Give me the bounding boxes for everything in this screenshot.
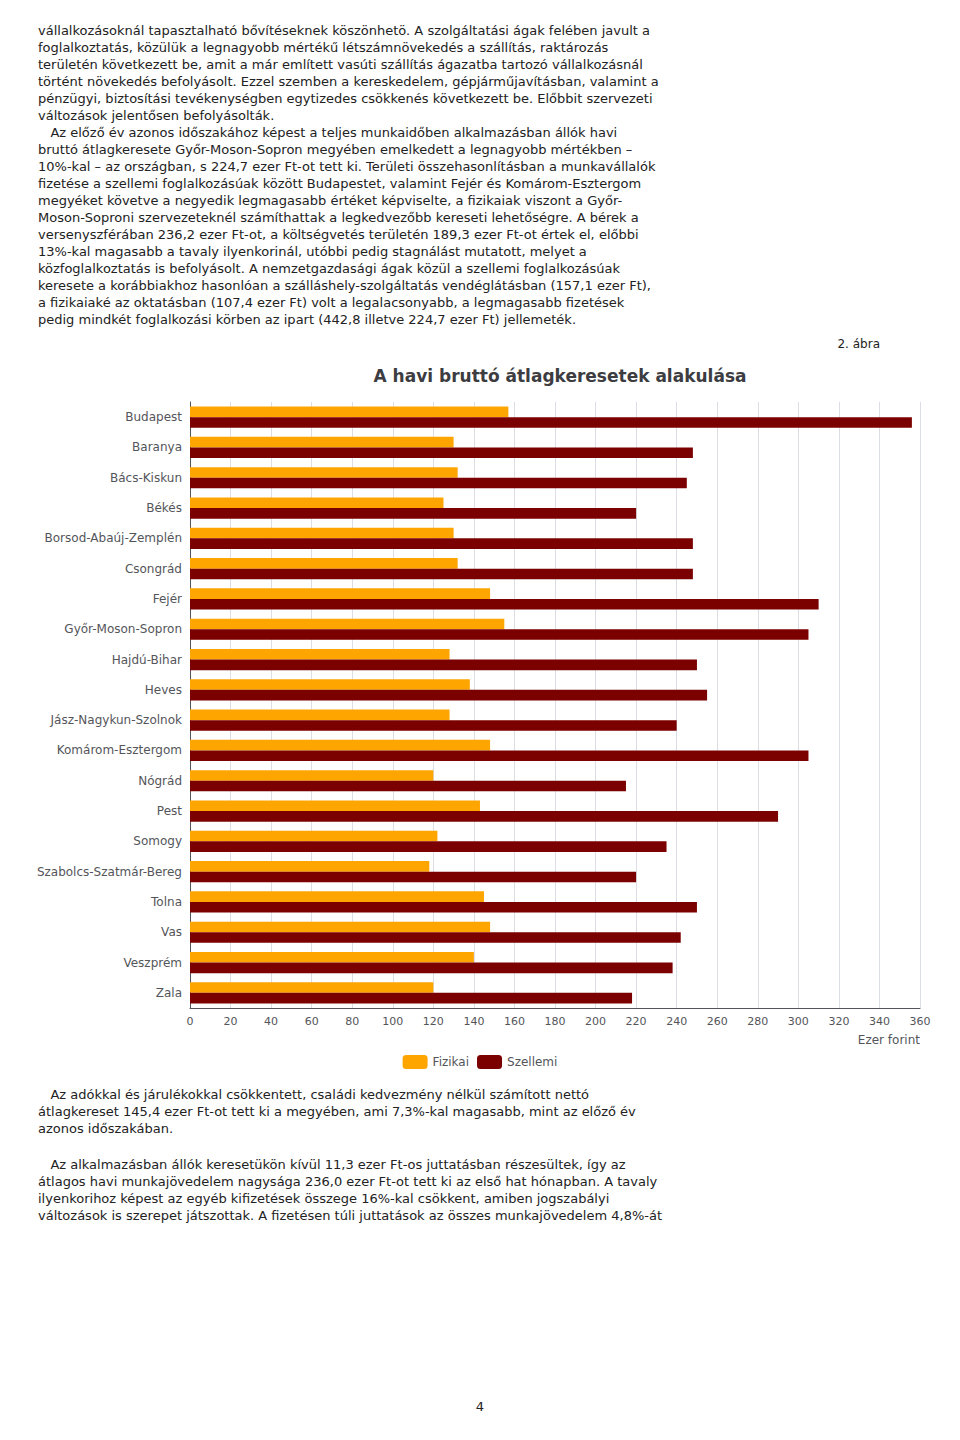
svg-text:10%-kal – az országban, s 224,: 10%-kal – az országban, s 224,7 ezer Ft-… [38,159,656,174]
svg-text:260: 260 [707,1015,728,1028]
svg-text:140: 140 [463,1015,484,1028]
svg-text:Moson-Soproni szervezeteknél s: Moson-Soproni szervezeteknél számíthatta… [38,210,639,225]
svg-text:keresete a korábbiakhoz hasonl: keresete a korábbiakhoz hasonlóan a szál… [38,278,651,293]
svg-text:A havi bruttó átlagkeresetek a: A havi bruttó átlagkeresetek alakulása [374,366,747,386]
svg-text:pénzügyi, biztosítási tevékeny: pénzügyi, biztosítási tevékenységben egy… [38,91,653,106]
svg-text:Győr-Moson-Sopron: Győr-Moson-Sopron [64,622,182,636]
svg-text:40: 40 [264,1015,278,1028]
svg-text:megyéket követve a negyedik le: megyéket követve a negyedik legmagasabb … [38,193,622,208]
svg-text:160: 160 [504,1015,525,1028]
svg-text:ilyenkorihoz képest az egyéb k: ilyenkorihoz képest az egyéb kifizetések… [38,1191,609,1206]
svg-text:Somogy: Somogy [133,834,182,848]
svg-text:360: 360 [910,1015,931,1028]
svg-text:Békés: Békés [146,501,182,515]
svg-text:Pest: Pest [157,804,182,818]
svg-text:Baranya: Baranya [132,440,182,454]
svg-text:területén következett be, amit: területén következett be, amit a már eml… [38,57,643,72]
svg-text:bruttó átlagkeresete Győr-Moso: bruttó átlagkeresete Győr-Moson-Sopron m… [38,142,632,157]
svg-text:Fizikai: Fizikai [433,1055,469,1069]
svg-text:280: 280 [747,1015,768,1028]
svg-text:Budapest: Budapest [125,410,182,424]
svg-text:Zala: Zala [156,986,182,1000]
svg-text:pedig mindkét foglalkozási kör: pedig mindkét foglalkozási körben az ipa… [38,312,576,327]
svg-text:4: 4 [476,1399,484,1414]
svg-text:átlagos havi munkajövedelem na: átlagos havi munkajövedelem nagysága 236… [38,1174,658,1189]
svg-text:Vas: Vas [161,925,182,939]
svg-text:Bács-Kiskun: Bács-Kiskun [110,471,182,485]
svg-text:Csongrád: Csongrád [125,562,182,576]
svg-text:versenyszférában 236,2 ezer Ft: versenyszférában 236,2 ezer Ft-ot, a köl… [38,227,639,242]
svg-text:Az adókkal és járulékokkal csö: Az adókkal és járulékokkal csökkentett, … [38,1087,589,1102]
svg-text:180: 180 [545,1015,566,1028]
svg-text:2. ábra: 2. ábra [837,337,880,351]
svg-text:13%-kal magasabb a tavaly ilye: 13%-kal magasabb a tavaly ilyenkorinál, … [38,244,587,259]
svg-text:a fizikaiaké az oktatásban (10: a fizikaiaké az oktatásban (107,4 ezer F… [38,295,625,310]
svg-text:20: 20 [224,1015,238,1028]
svg-text:Szellemi: Szellemi [507,1055,557,1069]
svg-text:220: 220 [626,1015,647,1028]
svg-text:Nógrád: Nógrád [138,774,182,788]
svg-text:Borsod-Abaúj-Zemplén: Borsod-Abaúj-Zemplén [45,531,182,545]
svg-text:Veszprém: Veszprém [123,956,182,970]
svg-text:120: 120 [423,1015,444,1028]
svg-text:Szabolcs-Szatmár-Bereg: Szabolcs-Szatmár-Bereg [37,865,182,879]
svg-text:320: 320 [828,1015,849,1028]
svg-text:Fejér: Fejér [153,592,182,606]
svg-text:100: 100 [382,1015,403,1028]
svg-text:Hajdú-Bihar: Hajdú-Bihar [112,653,182,667]
svg-text:Az előző év azonos időszakához: Az előző év azonos időszakához képest a … [38,125,617,140]
svg-text:340: 340 [869,1015,890,1028]
svg-text:történt növekedés befolyásolt.: történt növekedés befolyásolt. Ezzel sze… [38,74,659,89]
svg-text:vállalkozásoknál tapasztalható: vállalkozásoknál tapasztalható bővítések… [38,23,650,38]
svg-text:300: 300 [788,1015,809,1028]
svg-text:0: 0 [187,1015,194,1028]
svg-text:Komárom-Esztergom: Komárom-Esztergom [57,743,182,757]
svg-text:Heves: Heves [145,683,182,697]
svg-text:80: 80 [345,1015,359,1028]
svg-text:Tolna: Tolna [150,895,182,909]
svg-text:változások jelentősen befolyás: változások jelentősen befolyásolták. [38,108,274,123]
svg-text:azonos időszakában.: azonos időszakában. [38,1121,173,1136]
svg-text:240: 240 [666,1015,687,1028]
svg-text:közfoglalkoztatás is befolyáso: közfoglalkoztatás is befolyásolt. A nemz… [38,261,621,276]
svg-text:foglalkoztatás, közülük a legn: foglalkoztatás, közülük a legnagyobb mér… [38,40,609,55]
svg-text:Ezer forint: Ezer forint [858,1033,920,1047]
svg-text:200: 200 [585,1015,606,1028]
svg-text:változások is szerepet játszot: változások is szerepet játszottak. A fiz… [38,1208,662,1223]
svg-text:átlagkereset 145,4 ezer Ft-ot: átlagkereset 145,4 ezer Ft-ot tett ki a … [38,1104,636,1119]
svg-text:fizetése a szellemi foglalkozá: fizetése a szellemi foglalkozásúak közöt… [38,176,641,191]
svg-text:Jász-Nagykun-Szolnok: Jász-Nagykun-Szolnok [50,713,182,727]
svg-text:60: 60 [305,1015,319,1028]
svg-text:Az alkalmazásban állók kereset: Az alkalmazásban állók keresetükön kívül… [38,1157,626,1172]
